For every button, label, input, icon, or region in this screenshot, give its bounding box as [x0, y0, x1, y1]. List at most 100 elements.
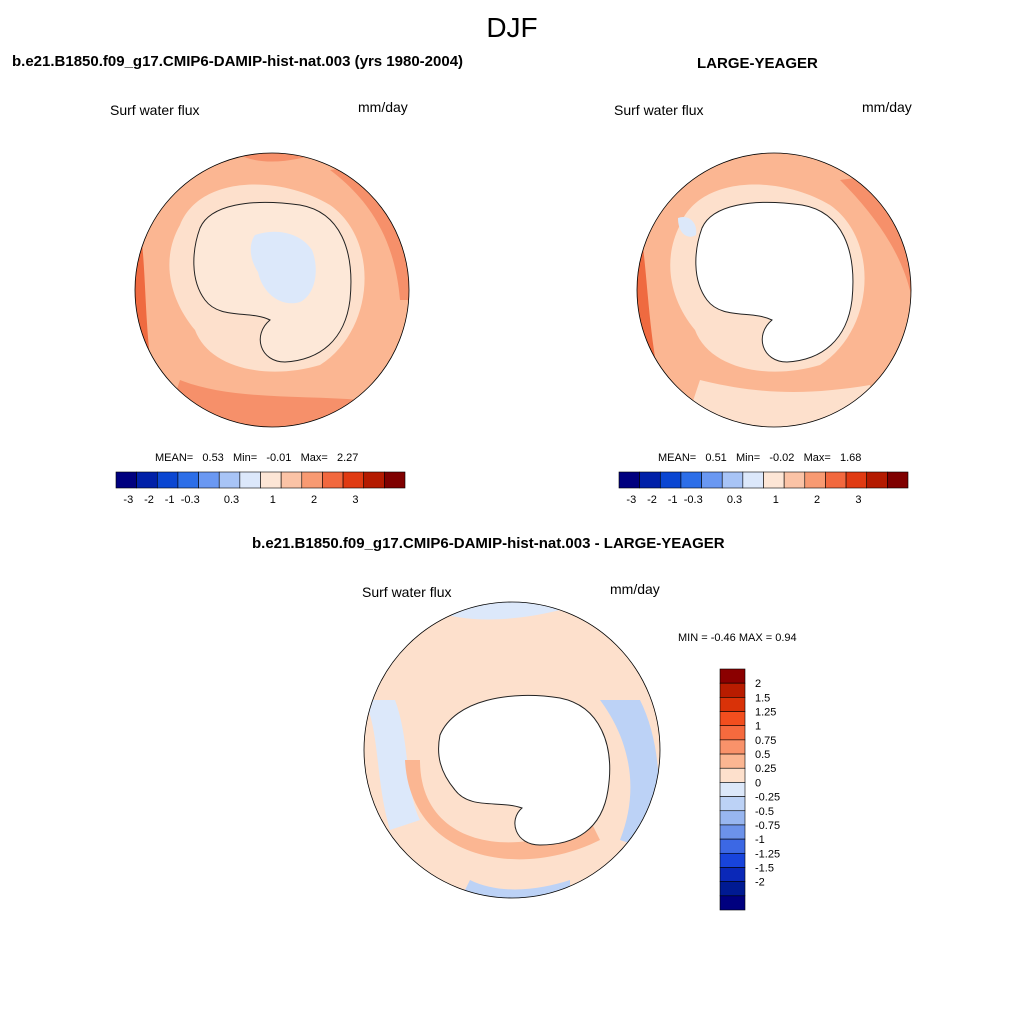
colorbar-panel1-label-6: 2 — [311, 494, 317, 506]
colorbar-panel2-swatch-10 — [825, 471, 847, 489]
colorbar-panel2-swatch-4 — [701, 471, 723, 489]
colorbar-diff-swatch-9 — [719, 796, 746, 812]
colorbar-diff-label-1: 1.5 — [755, 692, 770, 704]
panel1-mean: 0.53 — [202, 452, 224, 464]
colorbar-diff-swatch-0 — [719, 668, 746, 684]
colorbar-panel1-swatch-4 — [198, 471, 220, 489]
colorbar-diff-swatch-6 — [719, 753, 746, 769]
colorbar-panel2-swatch-11 — [845, 471, 868, 489]
colorbar-diff-label-4: 0.75 — [755, 735, 776, 747]
panel2-units: mm/day — [862, 99, 912, 115]
colorbar-diff-swatch-4 — [719, 725, 746, 741]
colorbar-panel1-swatch-6 — [239, 471, 261, 489]
colorbar-panel2-swatch-9 — [804, 471, 826, 489]
panel2-max-label: Max= — [803, 452, 831, 464]
colorbar-diff-label-14: -2 — [755, 877, 765, 889]
colorbar-diff-swatch-3 — [719, 711, 746, 727]
colorbar-panel1-label-0: -3 — [123, 494, 133, 506]
colorbar-diff-label-0: 2 — [755, 678, 761, 690]
colorbar-panel2: -3 -2 -1 -0.3 0.3 1 2 3 — [618, 471, 909, 506]
colorbar-diff-swatch-11 — [719, 824, 746, 840]
colorbar-panel2-label-2: -1 — [668, 494, 678, 506]
colorbar-panel2-swatch-8 — [783, 471, 806, 489]
colorbar-panel2-swatch-7 — [763, 471, 785, 489]
colorbar-panel2-swatch-0 — [618, 471, 640, 489]
colorbar-panel1-swatch-8 — [280, 471, 303, 489]
colorbar-diff: 2 1.5 1.25 1 0.75 0.5 0.25 0 -0.25 -0.5 -0.75 -1 -1.… — [719, 668, 780, 911]
colorbar-panel2-swatch-1 — [639, 471, 661, 489]
colorbar-panel2-label-4: 0.3 — [727, 494, 742, 506]
panel1-variable: Surf water flux — [110, 102, 200, 118]
map2-negative-patch — [678, 216, 697, 237]
map1-outline — [134, 152, 410, 428]
colorbar-diff-label-12: -1.25 — [755, 848, 780, 860]
colorbar-diff-swatch-10 — [719, 810, 746, 826]
colorbar-panel2-label-5: 1 — [773, 494, 779, 506]
colorbar-diff-swatch-15 — [719, 881, 746, 897]
map2-antarctica — [695, 201, 854, 363]
colorbar-panel2-swatch-12 — [866, 471, 888, 489]
panel2-min: -0.02 — [769, 452, 795, 464]
panel1-max: 2.27 — [336, 452, 359, 464]
diff-variable: Surf water flux — [362, 584, 452, 600]
season-title: DJF — [486, 12, 538, 43]
colorbar-panel1-swatch-5 — [218, 471, 241, 489]
colorbar-panel1-label-5: 1 — [270, 494, 276, 506]
colorbar-panel1: -3 -2 -1 -0.3 0.3 1 2 3 — [115, 471, 406, 506]
colorbar-panel2-label-7: 3 — [855, 494, 861, 506]
panel2-title: LARGE-YEAGER — [697, 55, 818, 72]
map-panel2 — [637, 153, 911, 427]
colorbar-diff-swatch-16 — [719, 895, 746, 911]
colorbar-diff-swatch-5 — [719, 739, 746, 755]
colorbar-panel2-label-1: -2 — [647, 494, 657, 506]
colorbar-panel1-label-1: -2 — [144, 494, 154, 506]
diff-positive-ring — [405, 760, 600, 860]
colorbar-panel1-swatch-7 — [260, 471, 282, 489]
colorbar-diff-swatch-14 — [719, 867, 746, 882]
colorbar-panel2-label-6: 2 — [814, 494, 820, 506]
colorbar-panel2-swatch-5 — [721, 471, 744, 489]
colorbar-diff-label-13: -1.5 — [755, 862, 774, 874]
map1-negative-patch — [250, 231, 316, 304]
colorbar-panel1-label-7: 3 — [352, 494, 358, 506]
colorbar-diff-label-8: -0.25 — [755, 792, 780, 804]
colorbar-panel1-swatch-0 — [115, 471, 137, 489]
diff-outline — [363, 601, 661, 899]
colorbar-panel1-swatch-2 — [156, 471, 179, 489]
colorbar-panel1-label-3: -0.3 — [181, 494, 200, 506]
colorbar-panel2-swatch-13 — [887, 471, 909, 489]
panel1-min: -0.01 — [266, 452, 292, 464]
diff-title: b.e21.B1850.f09_g17.CMIP6-DAMIP-hist-nat… — [252, 535, 725, 552]
colorbar-panel1-label-2: -1 — [165, 494, 175, 506]
colorbar-panel1-swatch-1 — [136, 471, 158, 489]
colorbar-diff-swatch-1 — [719, 682, 746, 698]
panel2-mean: 0.51 — [705, 452, 727, 464]
map2-outline — [636, 152, 912, 428]
panel2-min-label: Min= — [735, 452, 761, 464]
diff-antarctica — [438, 694, 611, 846]
colorbar-panel2-label-0: -3 — [626, 494, 636, 506]
colorbar-diff-swatch-12 — [719, 838, 746, 854]
panel1-units: mm/day — [358, 99, 408, 115]
diff-negative-east — [600, 700, 659, 850]
panel2-mean-label: MEAN= — [658, 452, 697, 464]
diff-units: mm/day — [610, 581, 660, 597]
panel2-variable: Surf water flux — [614, 102, 704, 118]
colorbar-panel1-label-4: 0.3 — [224, 494, 239, 506]
colorbar-panel1-swatch-12 — [363, 471, 385, 489]
panel1-mean-label: MEAN= — [155, 452, 194, 464]
colorbar-panel1-swatch-3 — [177, 471, 199, 489]
colorbar-panel1-swatch-13 — [384, 471, 406, 489]
colorbar-panel1-swatch-9 — [301, 471, 323, 489]
colorbar-diff-label-2: 1.25 — [755, 707, 776, 719]
panel1-stats: MEAN= 0.53 Min= -0.01 Max= 2.27 — [155, 452, 358, 464]
colorbar-diff-swatch-2 — [719, 697, 746, 712]
colorbar-diff-label-10: -0.75 — [755, 820, 780, 832]
colorbar-diff-swatch-8 — [719, 782, 746, 797]
panel1-max-label: Max= — [300, 452, 328, 464]
colorbar-panel2-swatch-2 — [659, 471, 682, 489]
colorbar-panel2-swatch-3 — [680, 471, 702, 489]
colorbar-diff-label-3: 1 — [755, 721, 761, 733]
panel1-title: b.e21.B1850.f09_g17.CMIP6-DAMIP-hist-nat… — [12, 53, 464, 70]
